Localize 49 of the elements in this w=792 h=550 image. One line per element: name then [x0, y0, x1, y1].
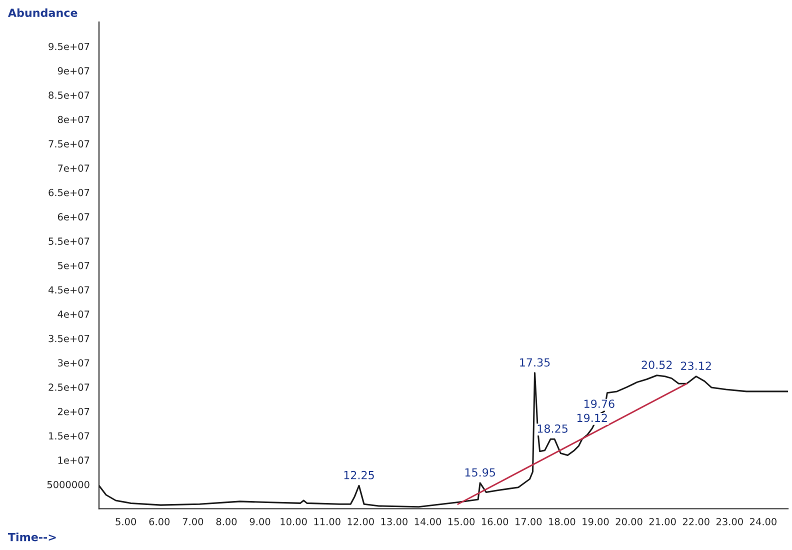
y-tick-label: 3.5e+07: [48, 334, 90, 342]
y-tick-label: 5.5e+07: [48, 238, 90, 245]
x-tick-label: 16.00: [482, 518, 508, 526]
x-tick-label: 19.00: [582, 518, 609, 526]
y-tick-label: 7.5e+07: [48, 140, 90, 148]
annotation: 12.25: [344, 470, 374, 480]
y-tick-label: 4e+07: [58, 310, 90, 318]
annotation: 19.76: [584, 400, 614, 408]
y-tick-label: 5e+07: [58, 262, 90, 270]
x-tick-label: 6.00: [149, 518, 170, 526]
x-axis-title: Time-->: [8, 532, 56, 542]
x-tick-label: 17.00: [516, 518, 542, 526]
annotation: 15.95: [465, 468, 496, 477]
y-tick-label: 6.5e+07: [48, 188, 90, 196]
x-tick-label: 23.00: [716, 518, 743, 526]
x-tick-label: 21.00: [649, 518, 676, 526]
y-tick-label: 1.5e+07: [49, 432, 90, 440]
x-tick-label: 15.00: [448, 518, 475, 526]
annotation: 19.12: [577, 414, 607, 422]
x-tick-label: 10.00: [280, 518, 307, 526]
x-tick-label: 9.00: [250, 518, 270, 526]
x-tick-label: 8.00: [216, 518, 237, 526]
annotation: 18.25: [538, 424, 568, 433]
y-tick-label: 2e+07: [58, 408, 90, 416]
y-tick-label: 4.5e+07: [48, 286, 90, 294]
y-tick-label: 7e+07: [58, 164, 90, 172]
x-tick-label: 14.00: [414, 518, 442, 526]
x-tick-label: 5.00: [116, 518, 136, 526]
x-tick-label: 12.00: [348, 518, 374, 526]
y-tick-label: 2.5e+07: [48, 384, 90, 391]
x-tick-label: 22.00: [682, 518, 710, 526]
y-tick-label: 9e+07: [58, 67, 90, 75]
y-tick-label: 9.5e+07: [48, 42, 90, 50]
y-tick-label: 3e+07: [58, 359, 90, 367]
x-tick-label: 20.00: [616, 518, 642, 526]
y-tick-label: 5000000: [47, 480, 90, 488]
x-tick-label: 7.00: [182, 518, 204, 526]
annotation: 17.35: [520, 358, 550, 367]
x-tick-label: 18.00: [549, 518, 576, 526]
y-axis-title: Abundance: [8, 8, 78, 17]
annotation: 20.52: [642, 360, 672, 370]
y-tick-label: 6e+07: [58, 213, 90, 221]
x-tick-label: 24.00: [750, 518, 776, 526]
x-tick-label: 11.00: [314, 518, 340, 526]
x-tick-label: 13.00: [381, 518, 408, 526]
annotation: 23.12: [681, 362, 711, 370]
y-tick-label: 8e+07: [58, 116, 90, 124]
y-tick-label: 1e+07: [58, 456, 90, 464]
y-tick-label: 8.5e+07: [48, 91, 90, 99]
